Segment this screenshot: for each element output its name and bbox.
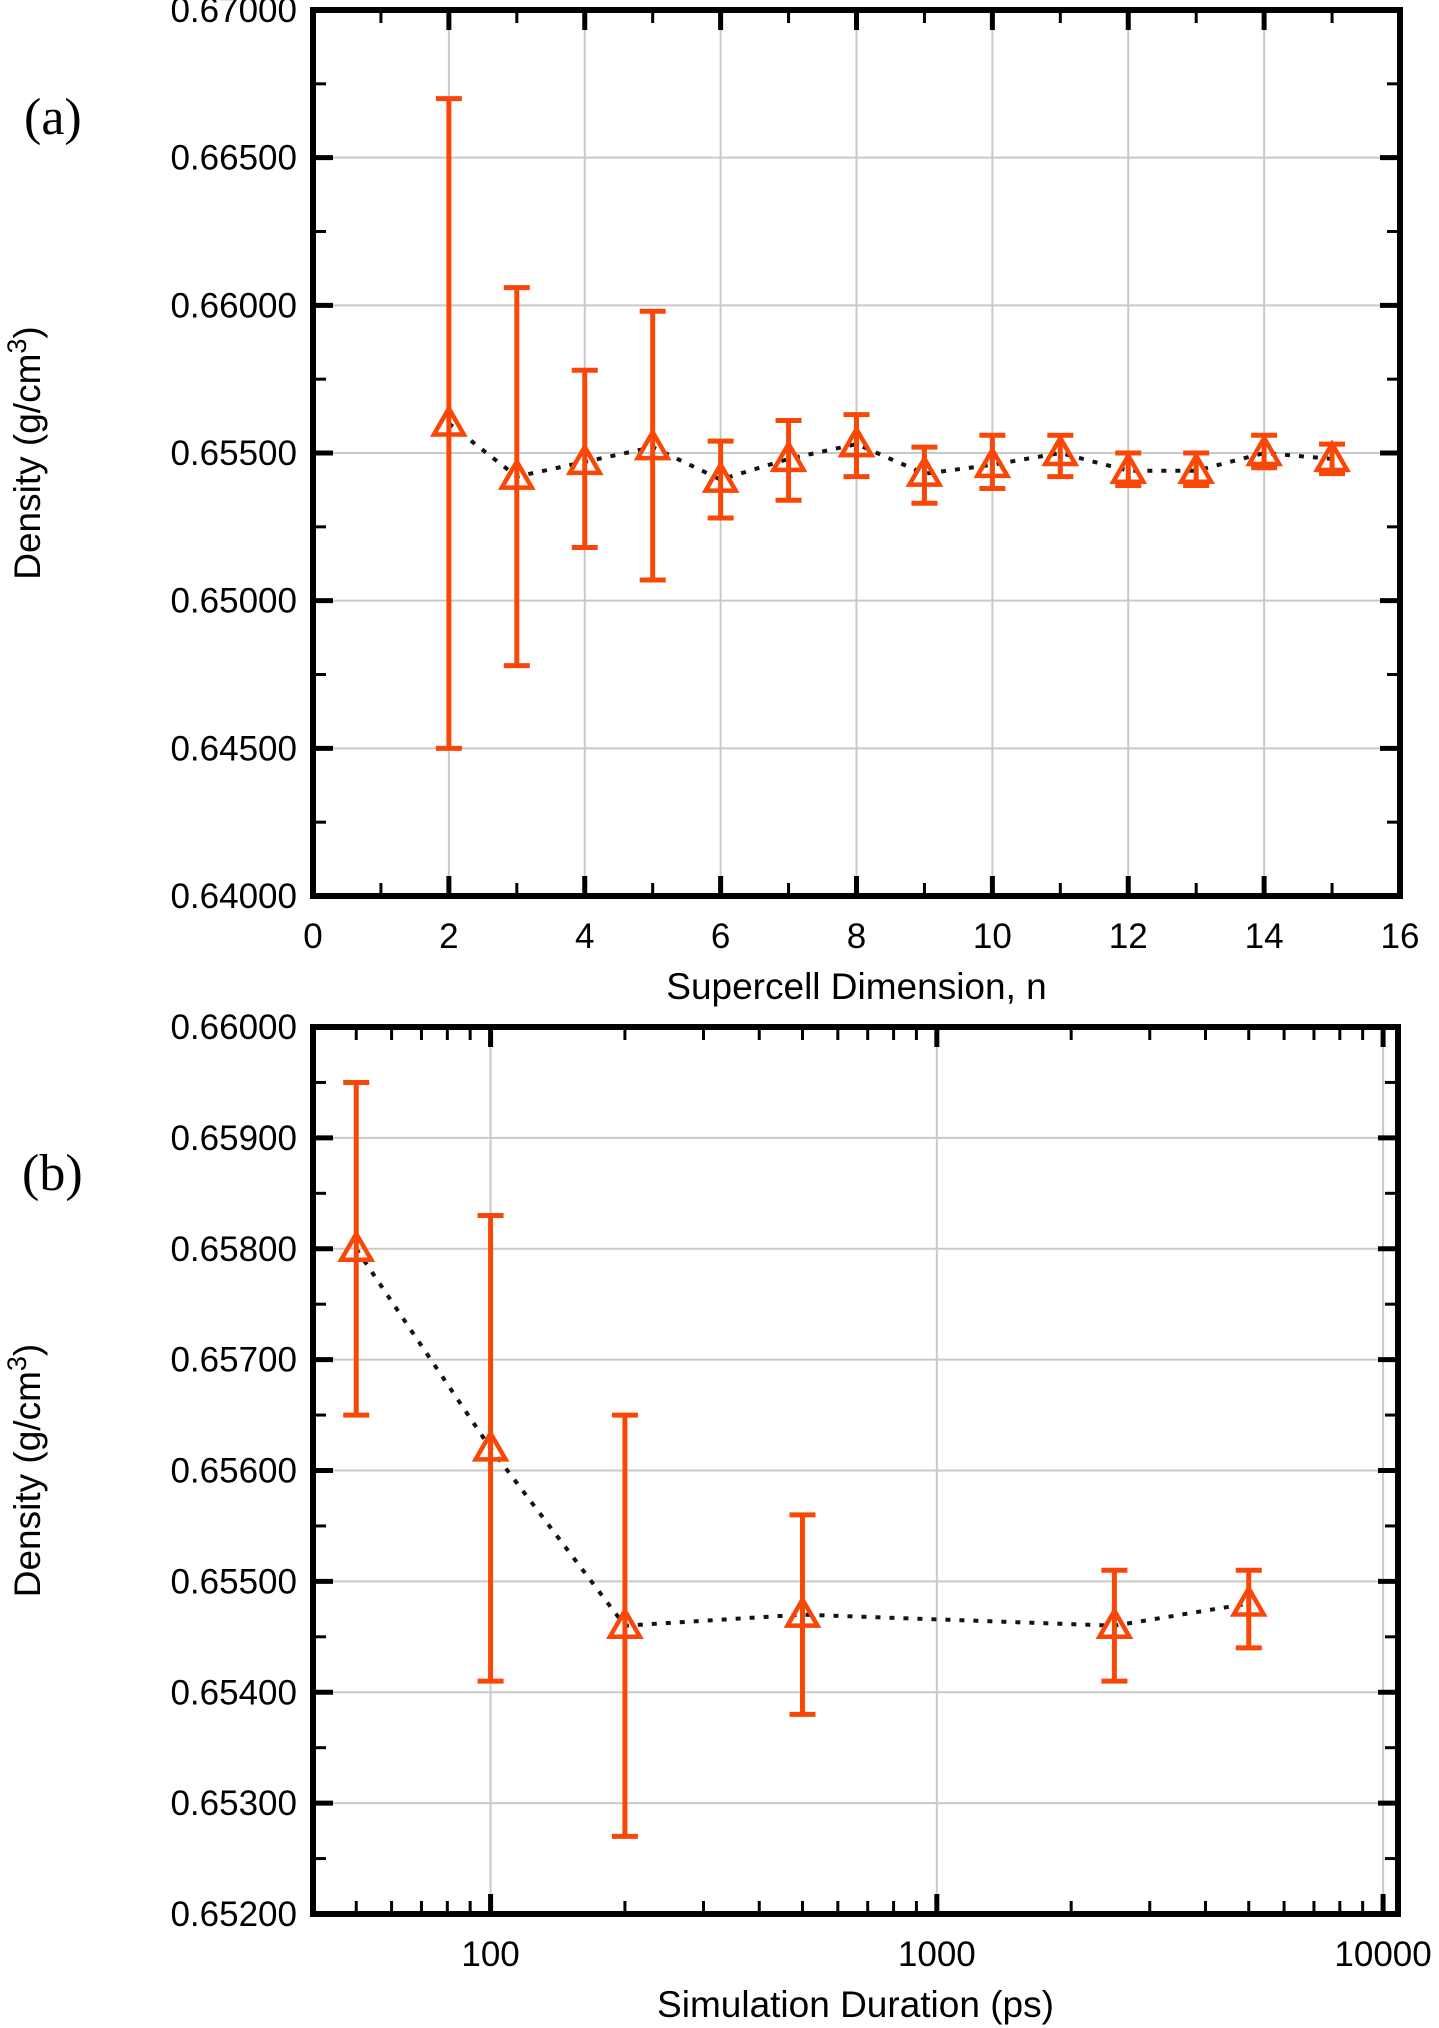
x-tick-label: 0: [303, 917, 322, 956]
y-tick-label: 0.65800: [170, 1230, 297, 1269]
triangle-marker: [1095, 1606, 1134, 1639]
ticks: [316, 1024, 1395, 1917]
triangle-marker: [701, 460, 740, 493]
x-axis-title: Supercell Dimension, n: [666, 966, 1046, 1007]
panel-a-label: (a): [24, 89, 82, 146]
y-tick-label: 0.65500: [170, 434, 297, 473]
triangle-marker: [429, 403, 468, 437]
x-tick-label: 12: [1109, 917, 1148, 956]
chart-b-density-vs-duration: 0.65200 0.65300 0.65400 0.65500 0.65600 0.657…: [2, 1010, 1432, 2025]
x-tick-label: 1000: [898, 1935, 976, 1974]
plot-frame: [310, 7, 1403, 899]
triangle-marker: [769, 439, 808, 473]
plot-frame: [310, 1024, 1401, 1917]
x-tick-label: 2: [439, 917, 458, 956]
y-tick-label: 0.65000: [170, 582, 297, 621]
ticks: [310, 7, 1403, 899]
y-tick-label: 0.66000: [170, 1010, 297, 1047]
tick-labels: 0.64000 0.64500 0.65000 0.65500 0.66000 0.665…: [170, 0, 1419, 956]
x-tick-label: 6: [711, 917, 730, 956]
error-bars: [343, 1079, 1262, 1839]
triangle-marker: [565, 442, 604, 476]
triangle-marker: [497, 457, 536, 490]
y-tick-label: 0.66500: [170, 139, 297, 178]
y-tick-label: 0.65300: [170, 1784, 297, 1823]
triangle-marker: [837, 424, 876, 458]
y-tick-label: 0.65900: [170, 1119, 297, 1158]
trend-line: [447, 421, 1333, 482]
x-tick-label: 100: [461, 1935, 519, 1974]
triangle-marker: [337, 1229, 376, 1262]
y-tick-label: 0.66000: [170, 286, 297, 325]
triangle-marker: [905, 454, 944, 487]
y-tick-label: 0.65200: [170, 1895, 297, 1934]
x-tick-label: 10000: [1334, 1935, 1431, 1974]
markers: [337, 1229, 1268, 1639]
triangle-marker: [1177, 451, 1216, 484]
gridlines: [313, 1027, 1398, 1914]
y-tick-label: 0.64000: [170, 877, 297, 916]
triangle-marker: [633, 427, 672, 461]
triangle-marker: [1041, 433, 1080, 467]
triangle-marker: [471, 1428, 510, 1462]
triangle-marker: [1109, 451, 1148, 484]
y-tick-label: 0.65500: [170, 1562, 297, 1601]
triangle-marker: [1245, 433, 1284, 467]
x-axis-title: Simulation Duration (ps): [657, 1984, 1054, 2025]
triangle-marker: [606, 1606, 644, 1639]
error-bars: [435, 96, 1346, 751]
y-tick-label: 0.65400: [170, 1673, 297, 1712]
triangle-marker: [1313, 439, 1351, 473]
triangle-marker: [783, 1595, 822, 1628]
trend-line: [354, 1247, 1250, 1628]
x-tick-label: 14: [1245, 917, 1284, 956]
chart-a-density-vs-supercell: 0.64000 0.64500 0.65000 0.65500 0.66000 0.665…: [2, 0, 1419, 1007]
y-tick-label: 0.67000: [170, 0, 297, 30]
x-tick-label: 10: [973, 917, 1012, 956]
y-axis-title: Density (g/cm3): [2, 1344, 48, 1598]
y-tick-label: 0.65600: [170, 1452, 297, 1491]
x-tick-label: 16: [1381, 917, 1420, 956]
x-tick-label: 8: [847, 917, 866, 956]
tick-labels: 0.65200 0.65300 0.65400 0.65500 0.65600 0.657…: [170, 1010, 1431, 1974]
y-tick-label: 0.64500: [170, 729, 297, 768]
y-tick-label: 0.65700: [170, 1341, 297, 1380]
panel-b-label: (b): [22, 1145, 83, 1202]
markers: [429, 403, 1351, 493]
x-tick-label: 4: [575, 917, 594, 956]
y-axis-title: Density (g/cm3): [2, 326, 48, 580]
triangle-marker: [973, 445, 1012, 479]
triangle-marker: [1229, 1584, 1268, 1617]
